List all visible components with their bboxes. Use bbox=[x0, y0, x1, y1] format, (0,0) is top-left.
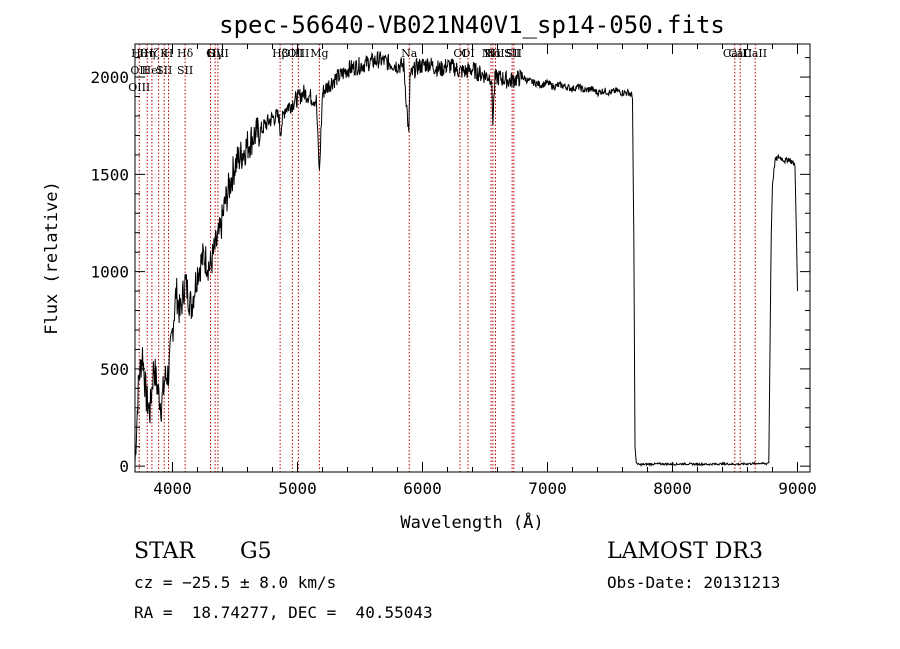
line-label: K bbox=[160, 47, 169, 60]
line-label: G bbox=[206, 47, 215, 60]
line-label: H bbox=[164, 47, 174, 60]
line-label: Hγ bbox=[207, 47, 224, 60]
ra-dec: RA = 18.74277, DEC = 40.55043 bbox=[134, 603, 433, 622]
y-tick-label: 0 bbox=[119, 457, 129, 476]
obs-date: Obs-Date: 20131213 bbox=[607, 573, 781, 592]
line-label: NII bbox=[482, 47, 500, 60]
line-label: Hζ bbox=[144, 47, 160, 60]
line-label: OIII bbox=[207, 47, 229, 60]
line-label: HeI bbox=[142, 64, 162, 77]
plot-frame bbox=[134, 43, 811, 473]
axis-ticks: 4000 5000 6000 7000 8000 9000 0 500 1000 1500 2000 bbox=[90, 44, 817, 498]
line-label: Hη bbox=[139, 47, 155, 60]
line-label: OI bbox=[461, 47, 474, 60]
line-label: SII bbox=[177, 64, 193, 77]
line-label: Hδ bbox=[177, 47, 194, 60]
line-label: Hα bbox=[484, 47, 502, 60]
spectrum-line bbox=[134, 50, 798, 468]
y-tick-label: 2000 bbox=[90, 68, 129, 87]
y-tick-label: 500 bbox=[100, 360, 129, 379]
object-class: STAR bbox=[134, 539, 195, 564]
line-label: OI bbox=[453, 47, 466, 60]
redshift-cz: cz = −25.5 ± 8.0 km/s bbox=[134, 573, 337, 592]
y-tick-label: 1500 bbox=[90, 165, 129, 184]
line-label: SII bbox=[506, 47, 522, 60]
y-axis-label: Flux (relative) bbox=[42, 181, 62, 335]
x-axis-label: Wavelength (Å) bbox=[400, 511, 543, 533]
line-label: OIII bbox=[287, 47, 309, 60]
x-tick-label: 8000 bbox=[653, 479, 692, 498]
line-label: OIII bbox=[128, 81, 150, 94]
x-tick-label: 4000 bbox=[153, 479, 192, 498]
chart-title: spec-56640-VB021N40V1_sp14-050.fits bbox=[219, 11, 725, 39]
line-label: CaII bbox=[723, 47, 747, 60]
object-subclass: G5 bbox=[240, 539, 272, 564]
line-label: SII bbox=[156, 64, 172, 77]
line-label: Na bbox=[401, 47, 418, 60]
line-label: CaII bbox=[743, 47, 767, 60]
x-tick-label: 6000 bbox=[403, 479, 442, 498]
line-label: Mg bbox=[310, 47, 328, 60]
x-tick-label: 5000 bbox=[278, 479, 317, 498]
x-tick-label: 7000 bbox=[528, 479, 567, 498]
line-label: SII bbox=[504, 47, 520, 60]
survey-name: LAMOST DR3 bbox=[607, 539, 763, 564]
line-label: CaII bbox=[728, 47, 752, 60]
x-tick-label: 9000 bbox=[778, 479, 817, 498]
y-tick-label: 1000 bbox=[90, 263, 129, 282]
line-label: NII bbox=[486, 47, 504, 60]
line-label: Hβ bbox=[272, 47, 288, 60]
